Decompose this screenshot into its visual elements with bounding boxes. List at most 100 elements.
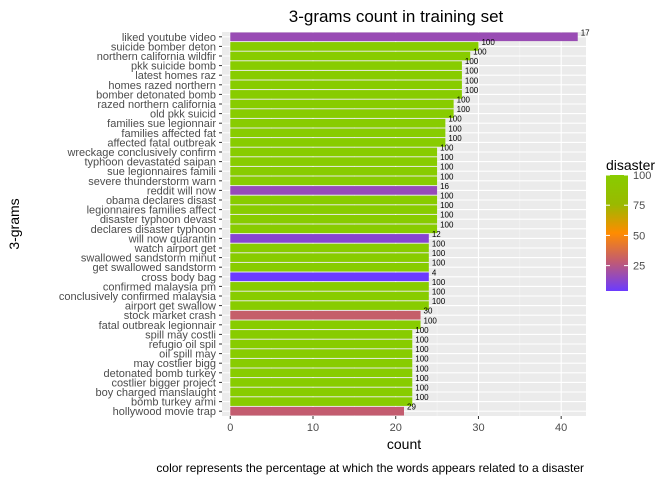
bar <box>230 234 429 243</box>
bar-value-label: 100 <box>440 201 454 210</box>
bar <box>230 282 429 291</box>
bar-value-label: 100 <box>415 364 429 373</box>
y-tick-label: suicide bomber deton <box>111 41 216 53</box>
bar-value-label: 100 <box>432 297 446 306</box>
bar <box>230 51 471 61</box>
bar-value-label: 100 <box>465 57 479 66</box>
y-tick-label: old pkk suicid <box>150 109 216 121</box>
bar <box>230 330 413 339</box>
bar <box>230 42 479 51</box>
plot-panel <box>222 32 586 416</box>
y-axis-title: 3-grams <box>6 198 22 249</box>
bar <box>230 70 462 80</box>
y-tick-label: spill may costli <box>145 329 216 341</box>
y-tick-label: bomb turkey armi <box>131 397 216 409</box>
y-tick-label: may costlier bigg <box>133 358 216 370</box>
y-tick-label: hollywood movie trap <box>113 406 216 418</box>
bar-value-label: 100 <box>481 38 495 47</box>
bar <box>230 166 438 176</box>
y-tick-label: reddit will now <box>147 185 216 197</box>
bar-value-label: 100 <box>440 153 454 162</box>
y-tick-label: legionnaires families affect <box>87 205 216 217</box>
bar <box>230 320 421 330</box>
bar-value-label: 100 <box>448 115 462 124</box>
bar <box>230 368 413 378</box>
y-tick-label: homes razed northern <box>108 80 216 92</box>
bar <box>230 349 413 358</box>
bar <box>230 147 438 157</box>
bar <box>230 387 413 397</box>
y-tick-label: latest homes raz <box>135 70 216 82</box>
bar <box>230 118 446 128</box>
color-legend: disaster 25 50 75 100 <box>606 157 655 291</box>
x-tick-label: 40 <box>555 422 567 434</box>
bar-value-label: 30 <box>424 307 433 316</box>
bar-value-label: 100 <box>440 144 454 153</box>
bar-value-label: 16 <box>440 182 449 191</box>
bar-value-label: 100 <box>415 355 429 364</box>
bar <box>230 243 429 253</box>
y-tick-label: pkk suicide bomb <box>131 61 216 73</box>
legend-tick-label: 100 <box>633 170 651 182</box>
y-tick-label: will now quarantin <box>128 233 216 245</box>
x-tick-label: 30 <box>472 422 484 434</box>
bar-value-label: 100 <box>415 336 429 345</box>
y-tick-label: get swallowed sandstorm <box>92 262 216 274</box>
legend-title: disaster <box>606 157 655 173</box>
bar <box>230 253 429 262</box>
bar <box>230 224 438 234</box>
bar <box>230 214 438 224</box>
bar-value-label: 100 <box>432 278 446 287</box>
bar-value-label: 100 <box>457 96 471 105</box>
bars <box>230 32 578 416</box>
bar <box>230 61 462 70</box>
y-tick-label: sue legionnaires famili <box>107 166 216 178</box>
bar-value-label: 100 <box>432 240 446 249</box>
y-tick-label: costlier bigger project <box>111 377 216 389</box>
bar <box>230 339 413 349</box>
y-tick-label: families sue legionnair <box>107 118 216 130</box>
y-tick-label: northern california wildfir <box>97 51 217 63</box>
bar <box>230 90 462 99</box>
bar-value-label: 100 <box>448 134 462 143</box>
bar-value-label: 100 <box>465 86 479 95</box>
bar <box>230 157 438 166</box>
bar <box>230 176 438 186</box>
y-tick-label: watch airport get <box>134 243 216 255</box>
y-tick-label: typhoon devastated saipan <box>85 157 217 169</box>
bar <box>230 195 438 205</box>
bar-value-label: 100 <box>440 172 454 181</box>
bar-value-labels: 1710010010010010010010010010010010010010… <box>407 28 590 411</box>
bar-value-label: 100 <box>424 316 438 325</box>
y-tick-label: airport get swallow <box>125 301 216 313</box>
x-tick-label: 20 <box>390 422 402 434</box>
bar-value-label: 100 <box>440 220 454 229</box>
bar <box>230 301 429 310</box>
bar-value-label: 29 <box>407 403 416 412</box>
bar-value-label: 100 <box>440 192 454 201</box>
y-tick-label: liked youtube video <box>122 32 216 44</box>
bar <box>230 99 454 109</box>
bar <box>230 291 429 301</box>
bar <box>230 128 446 138</box>
legend-tick-label: 50 <box>633 230 645 242</box>
chart-caption: color represents the percentage at which… <box>156 461 584 475</box>
y-tick-label: stock market crash <box>124 310 216 322</box>
bar-value-label: 100 <box>473 48 487 57</box>
bar <box>230 109 454 118</box>
y-tick-label: disaster typhoon devast <box>100 214 216 226</box>
y-tick-label: wreckage conclusively confirm <box>66 147 216 159</box>
y-tick-label: bomber detonated bomb <box>96 89 216 101</box>
bar <box>230 138 446 147</box>
y-tick-label: families affected fat <box>121 128 216 140</box>
y-tick-label: detonated bomb turkey <box>103 368 216 380</box>
bar <box>230 272 429 282</box>
bar-value-label: 100 <box>415 374 429 383</box>
legend-tick-label: 75 <box>633 200 645 212</box>
legend-tick-labels: 25 50 75 100 <box>606 170 651 273</box>
bar-value-label: 100 <box>448 124 462 133</box>
bar <box>230 262 429 272</box>
